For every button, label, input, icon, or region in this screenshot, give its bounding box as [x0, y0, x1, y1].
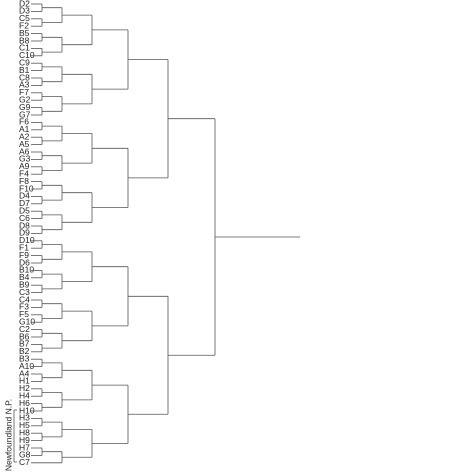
leaf-label: G2: [19, 94, 31, 104]
leaf-label: A1: [19, 124, 30, 134]
leaf-label: H4: [19, 390, 30, 400]
leaf-label: F2: [19, 20, 29, 30]
leaf-label: C9: [19, 57, 30, 67]
leaf-label: H3: [19, 413, 30, 423]
leaf-label: H10: [19, 405, 35, 415]
leaf-label: D8: [19, 220, 30, 230]
leaf-label: C4: [19, 294, 30, 304]
leaf-label: A9: [19, 161, 30, 171]
leaf-label: B3: [19, 353, 30, 363]
leaf-label: H8: [19, 427, 30, 437]
leaf-label: F3: [19, 302, 29, 312]
leaf-label: B8: [19, 35, 30, 45]
leaf-label: B10: [19, 265, 34, 275]
leaf-label: C1: [19, 43, 30, 53]
leaf-label: B9: [19, 279, 30, 289]
leaf-label: D7: [19, 198, 30, 208]
leaf-label: D4: [19, 191, 30, 201]
leaf-label: B6: [19, 331, 30, 341]
leaf-label: G3: [19, 154, 31, 164]
leaf-label: F10: [19, 183, 34, 193]
leaf-label: F1: [19, 242, 29, 252]
leaf-label: H2: [19, 383, 30, 393]
leaf-label: C10: [19, 50, 35, 60]
leaf-label: G8: [19, 450, 31, 460]
leaf-label: A6: [19, 146, 30, 156]
leaf-label: D2: [19, 0, 30, 8]
group-label: Newfoundland N.P.: [3, 399, 13, 471]
leaf-label: F4: [19, 168, 29, 178]
leaf-label: D3: [19, 6, 30, 16]
leaf-label: D9: [19, 228, 30, 238]
leaf-label: F5: [19, 309, 29, 319]
leaf-label: C8: [19, 72, 30, 82]
leaf-label: D10: [19, 235, 35, 245]
leaf-label: H9: [19, 435, 30, 445]
leaf-label: F8: [19, 176, 29, 186]
leaf-label: D6: [19, 257, 30, 267]
leaf-label: H5: [19, 420, 30, 430]
leaf-label: B2: [19, 346, 30, 356]
leaf-label: G9: [19, 102, 31, 112]
leaf-label: G10: [19, 316, 35, 326]
leaf-label: C7: [19, 457, 30, 467]
leaf-label: G7: [19, 109, 31, 119]
leaf-label: A3: [19, 80, 30, 90]
leaf-label: A10: [19, 361, 34, 371]
leaf-label: H7: [19, 442, 30, 452]
leaf-label: C5: [19, 13, 30, 23]
leaf-label: H6: [19, 398, 30, 408]
leaf-label: C6: [19, 213, 30, 223]
leaf-label: B1: [19, 65, 30, 75]
leaf-label: A4: [19, 368, 30, 378]
leaf-label: D5: [19, 205, 30, 215]
leaf-label: A5: [19, 139, 30, 149]
leaf-label: H1: [19, 376, 30, 386]
leaf-label: F7: [19, 87, 29, 97]
leaf-label: F9: [19, 250, 29, 260]
leaf-label: C2: [19, 324, 30, 334]
leaf-label: F6: [19, 117, 29, 127]
leaf-label: B7: [19, 339, 30, 349]
leaf-label: B5: [19, 28, 30, 38]
leaf-label: C3: [19, 287, 30, 297]
leaf-label: B4: [19, 272, 30, 282]
leaf-label: A2: [19, 131, 30, 141]
